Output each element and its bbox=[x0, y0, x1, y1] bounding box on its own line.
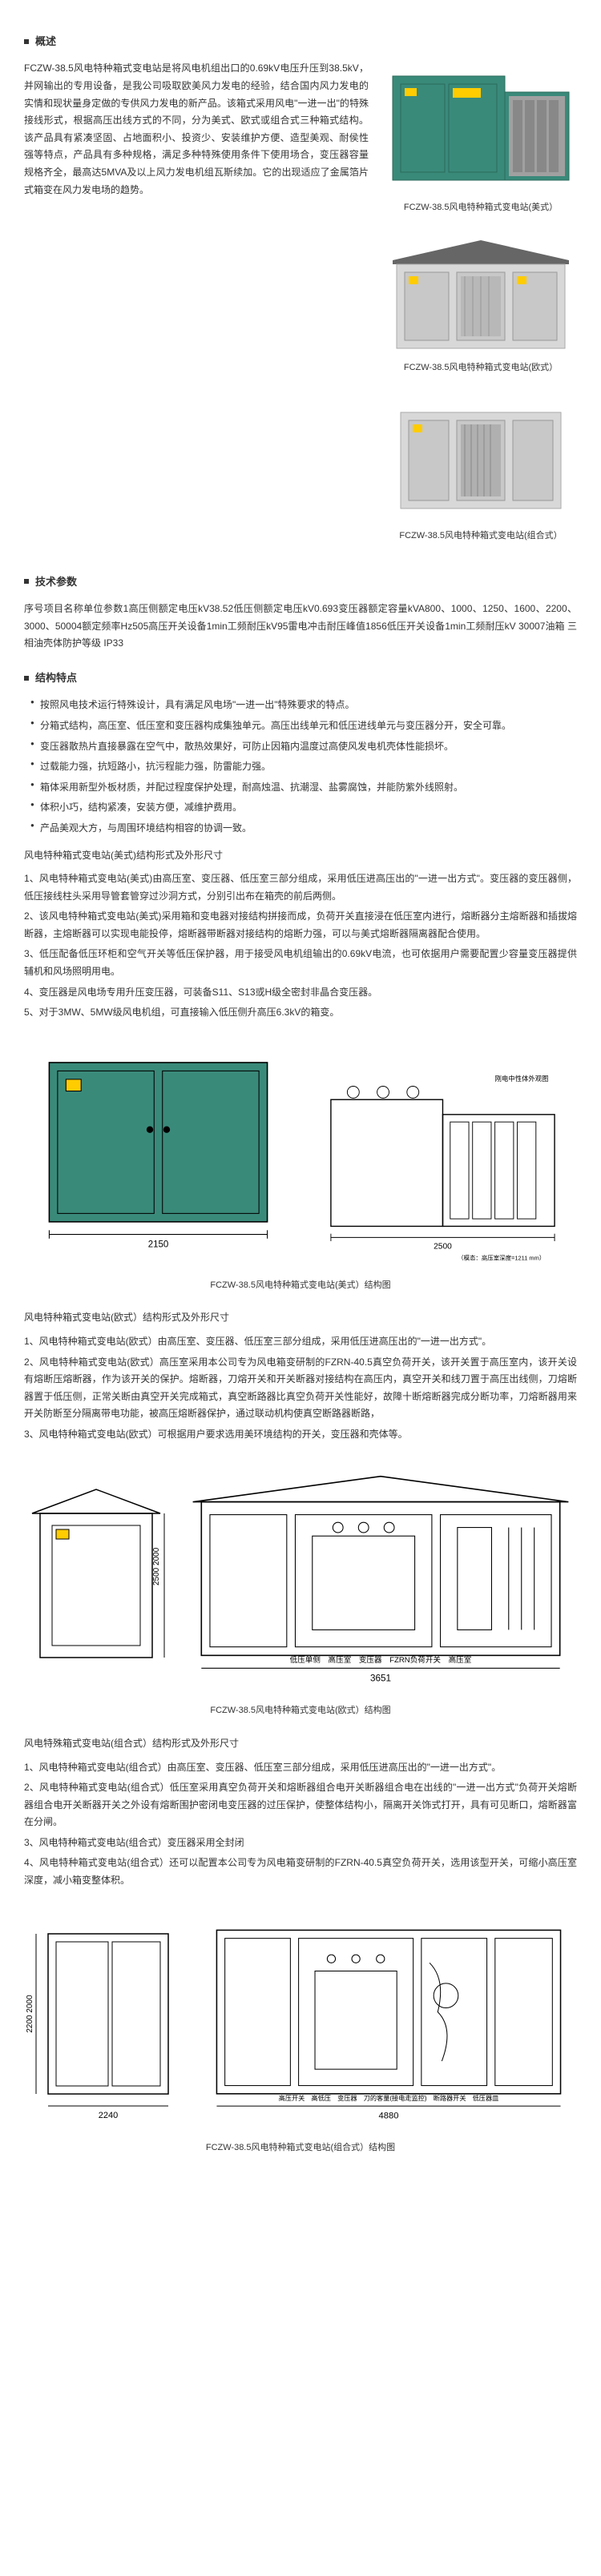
diagram-combo-front: 2240 2200 2000 bbox=[24, 1918, 184, 2126]
subtitle-us: 风电特种箱式变电站(美式)结构形式及外形尺寸 bbox=[24, 847, 577, 865]
dim-label: 2240 bbox=[99, 2111, 118, 2120]
section-labels: 高压开关 高低压 变压器 刀的客量(接电走监控) 断路器开关 低压器皿 bbox=[279, 2094, 499, 2102]
bullet-icon bbox=[24, 39, 29, 44]
diagram-eu-caption: FCZW-38.5风电特种箱式变电站(欧式）结构图 bbox=[24, 1703, 577, 1719]
us-item: 4、变压器是风电场专用升压变压器，可装备S11、S13或H级全密封非晶合变压器。 bbox=[24, 984, 577, 1002]
diagram-eu: 2500 2000 3651 低压单侧 高压室 变压器 FZRN负荷 bbox=[24, 1468, 577, 1696]
combo-item: 3、风电特种箱式变电站(组合式）变压器采用全封闭 bbox=[24, 1835, 577, 1852]
product-images: FCZW-38.5风电特种箱式变电站(美式） FCZW- bbox=[385, 60, 577, 556]
diagram-combo-caption: FCZW-38.5风电特种箱式变电站(组合式）结构图 bbox=[24, 2140, 577, 2156]
us-item: 1、风电特种箱式变电站(美式)由高压室、变压器、低压室三部分组成，采用低压进高压… bbox=[24, 870, 577, 905]
diagram-us-front: 2150 bbox=[24, 1046, 292, 1264]
diagram-us: 2150 2500 刚电中性体外观图 （模态：高压室深度=1211 mm） bbox=[24, 1046, 577, 1270]
product-image-combo bbox=[385, 388, 577, 524]
struct-item: 变压器散热片直接暴露在空气中，散热效果好，可防止因箱内温度过高使风发电机壳体性能… bbox=[24, 738, 577, 756]
dim-label: 2200 2000 bbox=[26, 1995, 34, 2033]
dim-label: 2150 bbox=[148, 1240, 169, 1249]
subtitle-eu: 风电特种箱式变电站(欧式）结构形式及外形尺寸 bbox=[24, 1309, 577, 1327]
eu-item: 3、风电特种箱式变电站(欧式）可根据用户要求选用美环境结构的开关，变压器和壳体等… bbox=[24, 1426, 577, 1444]
overview-title: 概述 bbox=[35, 32, 56, 50]
note-label: 刚电中性体外观图 bbox=[495, 1075, 549, 1083]
struct-item: 箱体采用新型外板材质，并配过程度保护处理，耐高烛温、抗潮湿、盐雾腐蚀，并能防紫外… bbox=[24, 779, 577, 797]
combo-item: 4、风电特种箱式变电站(组合式）还可以配置本公司专为风电箱变研制的FZRN-40… bbox=[24, 1855, 577, 1889]
combo-item: 1、风电特种箱式变电站(组合式）由高压室、变压器、低压室三部分组成，采用低压进高… bbox=[24, 1759, 577, 1777]
dim-label: 2500 bbox=[434, 1242, 452, 1251]
structure-title: 结构特点 bbox=[35, 669, 77, 687]
struct-item: 分箱式结构，高压室、低压室和变压器构成集独单元。高压出线单元和低压进线单元与变压… bbox=[24, 717, 577, 735]
diagram-eu-front: 2500 2000 bbox=[24, 1481, 168, 1690]
diagram-us-side: 2500 刚电中性体外观图 （模态：高压室深度=1211 mm） bbox=[309, 1070, 577, 1264]
section-labels: 低压单侧 高压室 变压器 FZRN负荷开关 高压室 bbox=[290, 1654, 472, 1664]
product-3-caption: FCZW-38.5风电特种箱式变电站(组合式） bbox=[385, 528, 577, 545]
intro-row: FCZW-38.5风电特种箱式变电站是将风电机组出口的0.69kV电压升压到38… bbox=[24, 60, 577, 556]
product-3: FCZW-38.5风电特种箱式变电站(组合式） bbox=[385, 388, 577, 545]
struct-item: 产品美观大方，与周围环境结构相容的协调一致。 bbox=[24, 820, 577, 838]
params-text: 序号项目名称单位参数1高压侧额定电压kV38.52低压侧额定电压kV0.693变… bbox=[24, 601, 577, 653]
product-2-caption: FCZW-38.5风电特种箱式变电站(欧式） bbox=[385, 360, 577, 376]
params-header: 技术参数 bbox=[24, 573, 577, 591]
struct-item: 体积小巧，结构紧凑，安装方便，减维护费用。 bbox=[24, 799, 577, 817]
structure-list: 按照风电技术运行特殊设计，具有满足风电场"一进一出"特殊要求的特点。 分箱式结构… bbox=[24, 697, 577, 837]
struct-item: 过载能力强，抗短路小，抗污程能力强，防雷能力强。 bbox=[24, 758, 577, 776]
bullet-icon bbox=[24, 676, 29, 681]
product-image-us bbox=[385, 60, 577, 196]
diagram-us-caption: FCZW-38.5风电特种箱式变电站(美式）结构图 bbox=[24, 1278, 577, 1294]
overview-text: FCZW-38.5风电特种箱式变电站是将风电机组出口的0.69kV电压升压到38… bbox=[24, 60, 369, 199]
bullet-icon bbox=[24, 579, 29, 584]
diagram-eu-side: 3651 低压单侧 高压室 变压器 FZRN负荷开关 高压室 bbox=[184, 1468, 577, 1690]
dim-label: 4880 bbox=[379, 2111, 399, 2120]
dim-label: 2500 2000 bbox=[152, 1547, 161, 1585]
overview-header: 概述 bbox=[24, 32, 577, 50]
us-item: 2、该风电特种箱式变电站(美式)采用箱和变电器对接结构拼接而成，负荷开关直接浸在… bbox=[24, 908, 577, 942]
eu-item: 1、风电特种箱式变电站(欧式）由高压室、变压器、低压室三部分组成，采用低压进高压… bbox=[24, 1333, 577, 1351]
product-1: FCZW-38.5风电特种箱式变电站(美式） bbox=[385, 60, 577, 216]
combo-item: 2、风电特种箱式变电站(组合式）低压室采用真空负荷开关和熔断器组合电开关断器组合… bbox=[24, 1779, 577, 1831]
note-label: （模态：高压室深度=1211 mm） bbox=[458, 1253, 545, 1261]
us-item: 5、对于3MW、5MW级风电机组，可直接输入低压侧升高压6.3kV的箱变。 bbox=[24, 1004, 577, 1022]
diagram-combo-side: 4880 高压开关 高低压 变压器 刀的客量(接电走监控) 断路器开关 低压器皿 bbox=[200, 1914, 577, 2127]
params-title: 技术参数 bbox=[35, 573, 77, 591]
product-2: FCZW-38.5风电特种箱式变电站(欧式） bbox=[385, 228, 577, 376]
subtitle-combo: 风电特殊箱式变电站(组合式）结构形式及外形尺寸 bbox=[24, 1735, 577, 1753]
eu-item: 2、风电特种箱式变电站(欧式）高压室采用本公司专为风电箱变研制的FZRN-40.… bbox=[24, 1354, 577, 1423]
structure-header: 结构特点 bbox=[24, 669, 577, 687]
struct-item: 按照风电技术运行特殊设计，具有满足风电场"一进一出"特殊要求的特点。 bbox=[24, 697, 577, 714]
product-1-caption: FCZW-38.5风电特种箱式变电站(美式） bbox=[385, 200, 577, 216]
product-image-eu bbox=[385, 228, 577, 356]
dim-label: 3651 bbox=[370, 1673, 391, 1683]
diagram-combo: 2240 2200 2000 4880 高压开关 高低压 变压器 刀的 bbox=[24, 1914, 577, 2132]
us-item: 3、低压配备低压环柜和空气开关等低压保护器，用于接受风电机组输出的0.69kV电… bbox=[24, 946, 577, 980]
